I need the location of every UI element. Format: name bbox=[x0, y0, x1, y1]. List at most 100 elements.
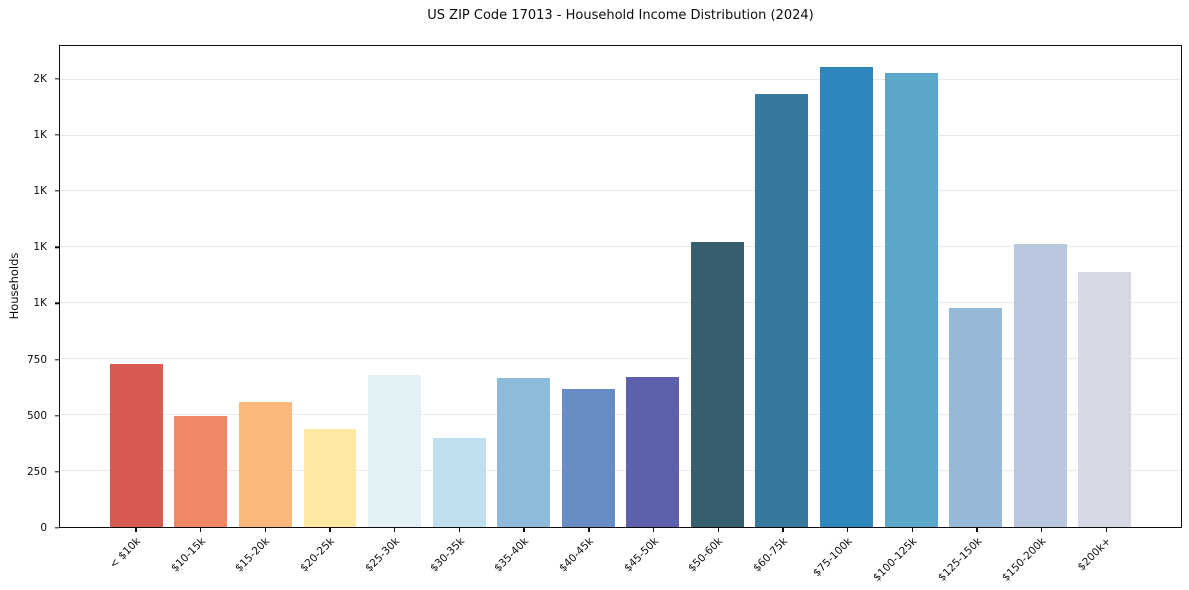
chart-title: US ZIP Code 17013 - Household Income Dis… bbox=[427, 8, 814, 23]
x-tick-mark bbox=[1105, 528, 1108, 532]
x-slot: $30-35k bbox=[426, 528, 491, 590]
x-tick-label: $35-40k bbox=[492, 535, 532, 575]
x-slot: $15-20k bbox=[232, 528, 297, 590]
bar bbox=[432, 437, 486, 527]
x-tick-label: $20-25k bbox=[298, 535, 338, 575]
bar-slot bbox=[1072, 46, 1137, 527]
gridline bbox=[60, 190, 1181, 192]
x-tick-mark bbox=[135, 528, 137, 532]
x-axis: < $10k $10-15k $15-20k $20-25k $25-30k $30-35… bbox=[59, 528, 1182, 590]
x-tick-mark bbox=[200, 528, 202, 532]
y-tick-mark bbox=[55, 77, 59, 80]
gridline bbox=[60, 246, 1181, 248]
bar-slot bbox=[556, 46, 621, 527]
bar bbox=[949, 307, 1003, 527]
y-tick-label: 1K bbox=[33, 297, 47, 310]
x-tick-mark bbox=[329, 528, 331, 532]
x-tick-label: < $10k bbox=[107, 535, 144, 571]
x-tick-mark bbox=[588, 528, 590, 532]
x-tick-mark bbox=[717, 528, 719, 532]
x-tick-label: $150-200k bbox=[1000, 535, 1049, 584]
x-slot: $35-40k bbox=[491, 528, 556, 590]
x-tick-mark bbox=[652, 528, 655, 532]
y-tick-label: 1K bbox=[33, 128, 47, 141]
bar-slot bbox=[814, 46, 879, 527]
x-tick-label: $125-150k bbox=[935, 535, 985, 584]
x-tick-mark bbox=[458, 528, 461, 532]
y-tick-mark bbox=[55, 246, 59, 248]
bar bbox=[690, 241, 744, 527]
x-tick-mark bbox=[976, 528, 978, 532]
x-tick-label: $50-60k bbox=[686, 535, 726, 575]
x-slot: $45-50k bbox=[621, 528, 686, 590]
y-tick-mark bbox=[55, 471, 59, 473]
x-tick-label: $60-75k bbox=[750, 535, 790, 575]
bar bbox=[884, 72, 938, 527]
bar-slot bbox=[169, 46, 234, 527]
y-axis: 0 250 500 750 1K 1K 1K 1K 2K bbox=[0, 45, 59, 533]
y-tick-mark bbox=[55, 358, 59, 361]
bar-series bbox=[60, 46, 1181, 527]
bar-slot bbox=[233, 46, 298, 527]
bar bbox=[174, 416, 228, 527]
x-slot: < $10k bbox=[103, 528, 168, 590]
x-tick-label: $100-125k bbox=[870, 535, 920, 584]
y-tick-label: 1K bbox=[33, 184, 47, 197]
x-slot: $25-30k bbox=[362, 528, 427, 590]
bar-slot bbox=[685, 46, 750, 527]
x-tick-label: $25-30k bbox=[362, 535, 402, 575]
y-tick-label: 500 bbox=[26, 409, 47, 422]
x-slot: $10-15k bbox=[168, 528, 233, 590]
gridline bbox=[60, 414, 1181, 416]
bar-slot bbox=[298, 46, 363, 527]
gridline bbox=[60, 134, 1181, 136]
x-tick-label: $45-50k bbox=[621, 535, 661, 575]
bar bbox=[109, 363, 163, 527]
gridline bbox=[60, 358, 1181, 360]
x-slot: $50-60k bbox=[685, 528, 750, 590]
gridline bbox=[60, 78, 1181, 80]
x-tick-label: $40-45k bbox=[556, 535, 596, 575]
x-tick-mark bbox=[394, 528, 396, 532]
y-tick-mark bbox=[55, 134, 59, 136]
bar bbox=[755, 94, 809, 527]
x-tick-mark bbox=[264, 528, 267, 532]
x-tick-label: $200k+ bbox=[1075, 535, 1114, 574]
x-tick-label: $10-15k bbox=[168, 535, 208, 575]
bar-slot bbox=[879, 46, 944, 527]
y-tick-mark bbox=[55, 414, 59, 417]
x-slot: $100-125k bbox=[871, 528, 944, 590]
x-tick-label: $15-20k bbox=[233, 535, 273, 575]
x-slot: $60-75k bbox=[750, 528, 815, 590]
bar bbox=[497, 378, 551, 527]
x-slot: $200k+ bbox=[1073, 528, 1138, 590]
bar-slot bbox=[943, 46, 1008, 527]
bar bbox=[303, 428, 357, 527]
x-slot: $75-100k bbox=[811, 528, 880, 590]
bar bbox=[368, 374, 421, 527]
plot-area bbox=[59, 45, 1182, 528]
bar bbox=[238, 401, 292, 527]
x-tick-label: $30-35k bbox=[427, 535, 467, 575]
bar-slot bbox=[491, 46, 556, 527]
bar bbox=[626, 377, 680, 527]
bar-slot bbox=[750, 46, 815, 527]
y-tick-mark bbox=[55, 190, 59, 192]
bar bbox=[1078, 271, 1132, 527]
bar-slot bbox=[427, 46, 492, 527]
x-tick-mark bbox=[523, 528, 525, 532]
gridline bbox=[60, 470, 1181, 472]
x-tick-mark bbox=[911, 528, 913, 532]
y-tick-mark bbox=[55, 302, 59, 305]
bar-slot bbox=[1008, 46, 1073, 527]
bar bbox=[561, 389, 615, 527]
x-slot: $150-200k bbox=[1000, 528, 1074, 590]
bar-slot bbox=[362, 46, 427, 527]
x-tick-mark bbox=[782, 528, 784, 532]
y-tick-mark bbox=[55, 527, 59, 529]
x-slot: $20-25k bbox=[297, 528, 362, 590]
y-tick-label: 2K bbox=[33, 72, 47, 85]
y-tick-label: 750 bbox=[26, 353, 47, 366]
bar-slot bbox=[104, 46, 169, 527]
